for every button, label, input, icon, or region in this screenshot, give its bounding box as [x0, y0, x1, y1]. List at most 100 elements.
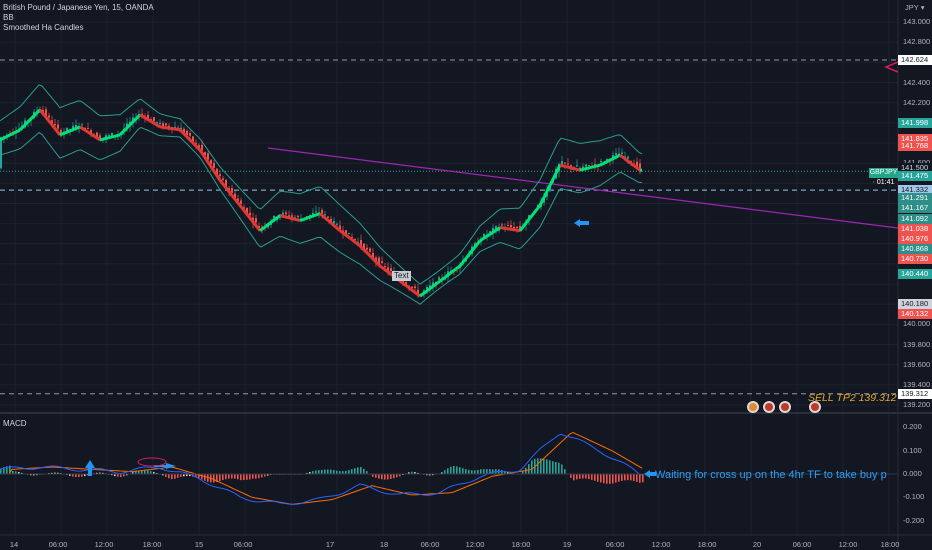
- smoothed-ha-segment: [218, 179, 224, 184]
- smoothed-ha-segment: [403, 282, 407, 287]
- smoothed-ha-segment: [617, 153, 621, 158]
- candle-body: [513, 226, 515, 230]
- macd-histogram-bar: [201, 474, 203, 480]
- smoothed-ha-segment: [238, 204, 244, 209]
- macd-histogram-bar: [360, 466, 362, 474]
- smoothed-ha-segment: [226, 189, 232, 194]
- candle-body: [612, 154, 614, 159]
- time-tick: 06:00: [792, 540, 812, 549]
- macd-histogram-bar: [168, 474, 170, 479]
- macd-histogram-bar: [180, 474, 182, 477]
- sell-tp2-label[interactable]: SELL TP2 139.312: [808, 392, 897, 404]
- candle-body: [495, 226, 497, 230]
- smoothed-ha-segment: [230, 194, 236, 199]
- smoothed-ha-segment: [445, 273, 449, 278]
- smoothed-ha-segment: [611, 156, 615, 161]
- smoothed-ha-segment: [206, 161, 212, 166]
- macd-histogram-bar: [165, 474, 167, 478]
- smoothed-ha-segment: [107, 136, 111, 140]
- candle-body: [90, 130, 92, 135]
- candle-body: [426, 286, 428, 291]
- candle-body: [243, 207, 245, 209]
- price-badge: 141.500: [898, 163, 932, 174]
- price-badge: 139.312: [898, 388, 932, 399]
- macd-histogram-bar: [591, 474, 593, 480]
- indicator-smoothed-ha-label[interactable]: Smoothed Ha Candles: [3, 23, 84, 32]
- smoothed-ha-segment: [198, 149, 204, 154]
- macd-histogram-bar: [12, 470, 14, 474]
- event-icon[interactable]: [809, 401, 821, 413]
- candle-body: [501, 224, 503, 226]
- candle-body: [624, 156, 626, 158]
- macd-histogram-bar: [132, 472, 134, 474]
- macd-histogram-bar: [72, 474, 74, 477]
- price-badge: 141.475: [898, 170, 932, 181]
- macd-histogram-bar: [114, 474, 116, 477]
- smoothed-ha-segment: [451, 269, 455, 274]
- smoothed-ha-segment: [256, 227, 262, 232]
- macd-histogram-bar: [555, 462, 557, 474]
- smoothed-ha-segment: [524, 219, 530, 225]
- macd-histogram-bar: [384, 474, 386, 480]
- candle-body: [636, 161, 638, 169]
- macd-histogram-bar: [36, 474, 38, 476]
- macd-histogram-bar: [225, 474, 227, 480]
- event-icons: [747, 400, 825, 418]
- macd-histogram-bar: [309, 471, 311, 474]
- indicator-bb-label[interactable]: BB: [3, 13, 14, 22]
- candle-body: [174, 126, 176, 128]
- smoothed-ha-segment: [589, 165, 593, 170]
- price-badge: 140.132: [898, 309, 932, 320]
- symbol-title[interactable]: British Pound / Japanese Yen, 15, OANDA: [3, 3, 154, 12]
- smoothed-ha-segment: [252, 222, 258, 227]
- macd-tick: -0.100: [903, 492, 925, 502]
- macd-histogram-bar: [75, 474, 77, 477]
- text-annotation[interactable]: Text: [392, 271, 411, 281]
- time-tick: 06:00: [420, 540, 440, 549]
- smoothed-ha-segment: [285, 215, 289, 220]
- macd-histogram-bar: [486, 469, 488, 474]
- macd-histogram-bar: [177, 474, 179, 478]
- macd-histogram-bar: [492, 469, 494, 474]
- macd-histogram-bar: [549, 460, 551, 474]
- ticker-badge: GBPJPY · 01:41: [869, 168, 898, 186]
- smoothed-ha-segment: [71, 127, 75, 132]
- smoothed-ha-segment: [441, 276, 445, 281]
- candle-body: [180, 127, 182, 130]
- smoothed-ha-segment: [333, 224, 337, 229]
- smoothed-ha-segment: [637, 167, 641, 172]
- currency-selector[interactable]: JPY ▾: [905, 3, 925, 12]
- event-icon[interactable]: [779, 401, 791, 413]
- smoothed-ha-segment: [593, 164, 597, 169]
- smoothed-ha-segment: [54, 128, 60, 134]
- candle-body: [327, 216, 329, 218]
- macd-histogram-bar: [333, 469, 335, 474]
- macd-histogram-bar: [561, 464, 563, 474]
- macd-pane-title[interactable]: MACD: [3, 419, 27, 428]
- smoothed-ha-segment: [362, 248, 368, 253]
- smoothed-ha-segment: [458, 262, 464, 267]
- candle-body: [150, 119, 152, 121]
- annotation-note[interactable]: Waiting for cross up on the 4hr TF to ta…: [655, 469, 887, 481]
- macd-histogram-bar: [633, 474, 635, 481]
- macd-histogram-bar: [639, 474, 641, 483]
- macd-histogram-bar: [153, 472, 155, 474]
- smoothed-ha-segment: [118, 131, 124, 136]
- smoothed-ha-segment: [615, 154, 619, 159]
- smoothed-ha-segment: [319, 212, 323, 217]
- smoothed-ha-segment: [569, 166, 573, 170]
- price-badge: 141.291: [898, 192, 932, 203]
- event-icon[interactable]: [747, 401, 759, 413]
- candle-body: [108, 134, 110, 136]
- smoothed-ha-segment: [91, 133, 95, 138]
- smoothed-ha-segment: [275, 215, 279, 220]
- smoothed-ha-segment: [605, 159, 609, 164]
- smoothed-ha-segment: [56, 131, 62, 136]
- event-icon[interactable]: [763, 401, 775, 413]
- candle-body: [576, 165, 578, 167]
- price-tick: 139.400: [903, 379, 931, 389]
- smoothed-ha-segment: [122, 127, 128, 132]
- smoothed-ha-segment: [552, 172, 558, 178]
- smoothed-ha-segment: [472, 244, 478, 250]
